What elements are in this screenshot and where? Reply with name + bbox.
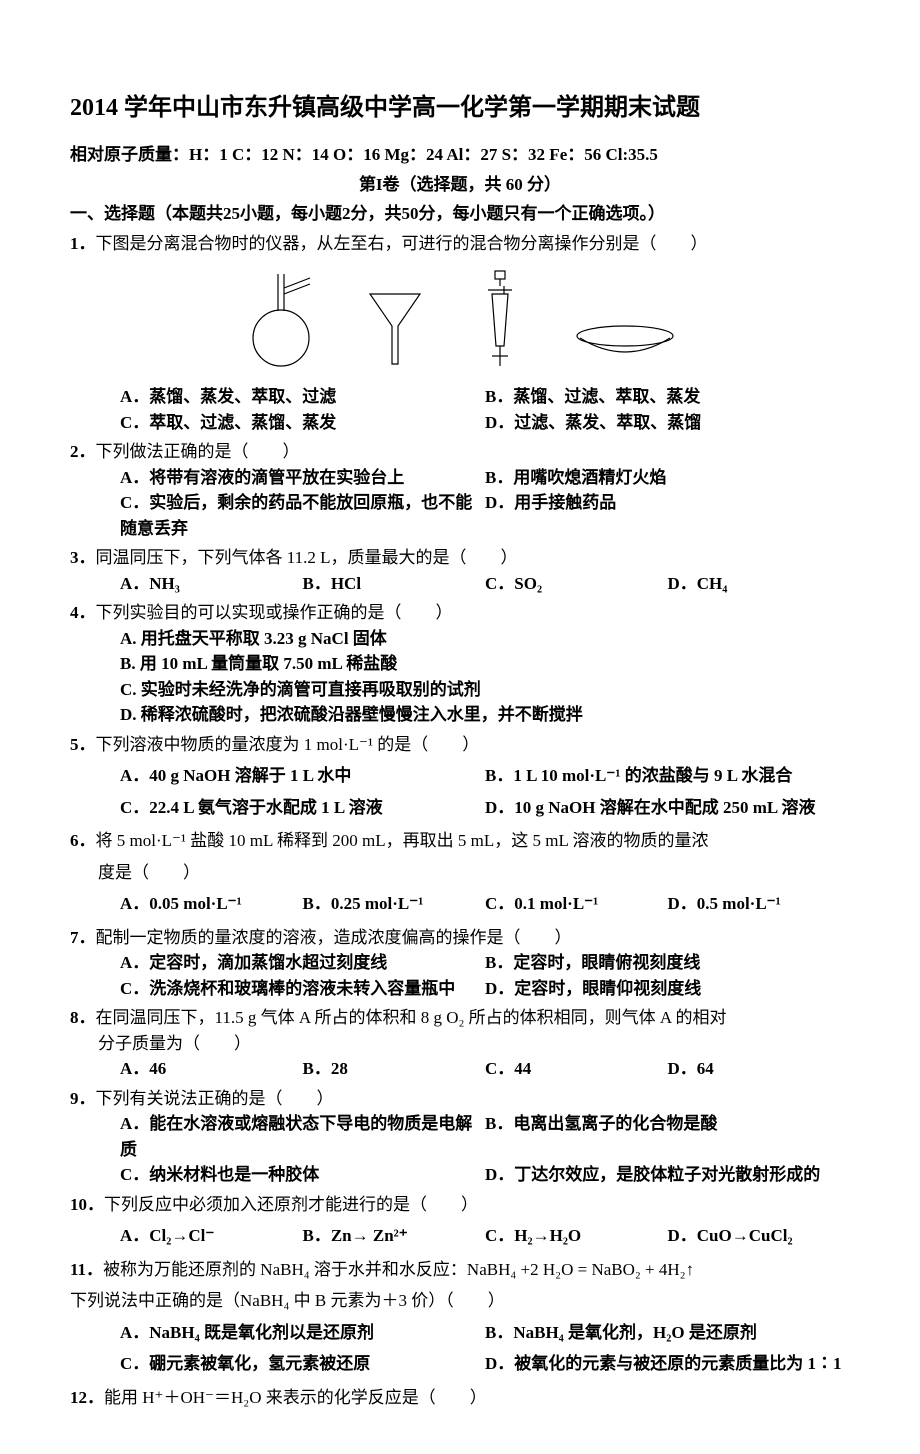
distillation-flask-icon — [240, 266, 320, 376]
q6-opt-b: B．0.25 mol·L⁻¹ — [303, 891, 486, 917]
q4-opt-b: B. 用 10 mL 量筒量取 7.50 mL 稀盐酸 — [120, 651, 850, 677]
q8-opt-b: B．28 — [303, 1056, 486, 1082]
q2-num: 2． — [70, 442, 96, 461]
q3-opt-d: D．CH₄ — [668, 571, 851, 597]
q8-text-1: 在同温同压下，11.5 g 气体 A 所占的体积和 8 g O₂ 所占的体积相同… — [96, 1008, 727, 1027]
question-12: 12．能用 H⁺＋OH⁻＝H₂O 来表示的化学反应是（ ） — [70, 1385, 850, 1411]
q6-text-2: 度是（ ） — [98, 860, 850, 886]
q5-num: 5． — [70, 735, 96, 754]
funnel-icon — [360, 266, 430, 376]
q11-opt-d: D．被氧化的元素与被还原的元素质量比为 1∶1 — [485, 1351, 850, 1377]
q8-opt-a: A．46 — [120, 1056, 303, 1082]
q12-num: 12． — [70, 1388, 104, 1407]
q5-opt-c: C．22.4 L 氨气溶于水配成 1 L 溶液 — [120, 795, 485, 821]
q2-opt-c: C．实验后，剩余的药品不能放回原瓶，也不能随意丢弃 — [120, 490, 485, 541]
q10-opt-b: B．Zn→ Zn²⁺ — [303, 1223, 486, 1249]
q5-opt-d: D．10 g NaOH 溶解在水中配成 250 mL 溶液 — [485, 795, 850, 821]
q7-opt-c: C．洗涤烧杯和玻璃棒的溶液未转入容量瓶中 — [120, 976, 485, 1002]
q9-opt-c: C．纳米材料也是一种胶体 — [120, 1162, 485, 1188]
q10-opt-a: A．Cl₂→Cl⁻ — [120, 1223, 303, 1249]
question-11: 11．被称为万能还原剂的 NaBH₄ 溶于水并和水反应：NaBH₄ +2 H₂O… — [70, 1257, 850, 1377]
q2-opt-a: A．将带有溶液的滴管平放在实验台上 — [120, 465, 485, 491]
q4-opt-d: D. 稀释浓硫酸时，把浓硫酸沿器壁慢慢注入水里，并不断搅拌 — [120, 702, 850, 728]
q11-text-2: 下列说法中正确的是（NaBH₄ 中 B 元素为＋3 价）（ ） — [70, 1288, 850, 1314]
q3-opt-c: C．SO₂ — [485, 571, 668, 597]
q6-opt-a: A．0.05 mol·L⁻¹ — [120, 891, 303, 917]
q8-num: 8． — [70, 1008, 96, 1027]
q4-opt-a: A. 用托盘天平称取 3.23 g NaCl 固体 — [120, 626, 850, 652]
q6-opt-c: C．0.1 mol·L⁻¹ — [485, 891, 668, 917]
instruction-line: 一、选择题（本题共25小题，每小题2分，共50分，每小题只有一个正确选项。） — [70, 201, 850, 227]
q7-opt-a: A．定容时，滴加蒸馏水超过刻度线 — [120, 950, 485, 976]
q12-text: 能用 H⁺＋OH⁻＝H₂O 来表示的化学反应是（ ） — [104, 1388, 487, 1407]
q10-num: 10． — [70, 1195, 104, 1214]
q1-text: 下图是分离混合物时的仪器，从左至右，可进行的混合物分离操作分别是（ ） — [96, 234, 708, 253]
q4-text: 下列实验目的可以实现或操作正确的是（ ） — [96, 603, 453, 622]
q11-text-1: 被称为万能还原剂的 NaBH₄ 溶于水并和水反应：NaBH₄ +2 H₂O = … — [103, 1260, 694, 1279]
q1-opt-a: A．蒸馏、蒸发、萃取、过滤 — [120, 384, 485, 410]
q6-opt-d: D．0.5 mol·L⁻¹ — [668, 891, 851, 917]
question-6: 6．将 5 mol·L⁻¹ 盐酸 10 mL 稀释到 200 mL，再取出 5 … — [70, 828, 850, 917]
question-7: 7．配制一定物质的量浓度的溶液，造成浓度偏高的操作是（ ） A．定容时，滴加蒸馏… — [70, 925, 850, 1002]
page-title: 2014 学年中山市东升镇高级中学高一化学第一学期期末试题 — [70, 90, 850, 126]
question-3: 3．同温同压下，下列气体各 11.2 L，质量最大的是（ ） A．NH₃ B．H… — [70, 545, 850, 596]
q5-text: 下列溶液中物质的量浓度为 1 mol·L⁻¹ 的是（ ） — [96, 735, 480, 754]
q8-opt-d: D．64 — [668, 1056, 851, 1082]
q7-num: 7． — [70, 928, 96, 947]
q4-num: 4． — [70, 603, 96, 622]
separating-funnel-icon — [470, 266, 530, 376]
q9-opt-b: B．电离出氢离子的化合物是酸 — [485, 1111, 850, 1162]
question-2: 2．下列做法正确的是（ ） A．将带有溶液的滴管平放在实验台上 B．用嘴吹熄酒精… — [70, 439, 850, 541]
q9-opt-a: A．能在水溶液或熔融状态下导电的物质是电解质 — [120, 1111, 485, 1162]
q6-text-1: 将 5 mol·L⁻¹ 盐酸 10 mL 稀释到 200 mL，再取出 5 mL… — [96, 831, 709, 850]
q11-opt-c: C．硼元素被氧化，氢元素被还原 — [120, 1351, 485, 1377]
question-5: 5．下列溶液中物质的量浓度为 1 mol·L⁻¹ 的是（ ） A．40 g Na… — [70, 732, 850, 821]
q2-opt-b: B．用嘴吹熄酒精灯火焰 — [485, 465, 850, 491]
q7-text: 配制一定物质的量浓度的溶液，造成浓度偏高的操作是（ ） — [96, 928, 572, 947]
q9-text: 下列有关说法正确的是（ ） — [96, 1089, 334, 1108]
q9-opt-d: D．丁达尔效应，是胶体粒子对光散射形成的 — [485, 1162, 850, 1188]
q8-text-2: 分子质量为（ ） — [98, 1031, 850, 1057]
q3-num: 3． — [70, 548, 96, 567]
q3-text: 同温同压下，下列气体各 11.2 L，质量最大的是（ ） — [96, 548, 518, 567]
q1-opt-c: C．萃取、过滤、蒸馏、蒸发 — [120, 410, 485, 436]
q10-text: 下列反应中必须加入还原剂才能进行的是（ ） — [104, 1195, 478, 1214]
q11-num: 11． — [70, 1260, 103, 1279]
atomic-mass-line: 相对原子质量：H：1 C：12 N：14 O：16 Mg：24 Al：27 S：… — [70, 142, 850, 168]
q1-opt-d: D．过滤、蒸发、萃取、蒸馏 — [485, 410, 850, 436]
q10-opt-c: C．H₂→H₂O — [485, 1223, 668, 1249]
question-8: 8．在同温同压下，11.5 g 气体 A 所占的体积和 8 g O₂ 所占的体积… — [70, 1005, 850, 1082]
q2-opt-d: D．用手接触药品 — [485, 490, 850, 541]
question-4: 4．下列实验目的可以实现或操作正确的是（ ） A. 用托盘天平称取 3.23 g… — [70, 600, 850, 728]
question-9: 9．下列有关说法正确的是（ ） A．能在水溶液或熔融状态下导电的物质是电解质 B… — [70, 1086, 850, 1188]
q2-text: 下列做法正确的是（ ） — [96, 442, 300, 461]
question-10: 10．下列反应中必须加入还原剂才能进行的是（ ） A．Cl₂→Cl⁻ B．Zn→… — [70, 1192, 850, 1249]
q8-opt-c: C．44 — [485, 1056, 668, 1082]
q9-num: 9． — [70, 1089, 96, 1108]
question-1: 1．下图是分离混合物时的仪器，从左至右，可进行的混合物分离操作分别是（ ） A．… — [70, 231, 850, 436]
q5-opt-a: A．40 g NaOH 溶解于 1 L 水中 — [120, 763, 485, 789]
q5-opt-b: B．1 L 10 mol·L⁻¹ 的浓盐酸与 9 L 水混合 — [485, 763, 850, 789]
q3-opt-b: B．HCl — [303, 571, 486, 597]
section-header: 第I卷（选择题，共 60 分） — [70, 172, 850, 198]
q1-num: 1． — [70, 234, 96, 253]
q6-num: 6． — [70, 831, 96, 850]
q1-diagrams — [70, 266, 850, 376]
q11-opt-b: B．NaBH₄ 是氧化剂，H₂O 是还原剂 — [485, 1320, 850, 1346]
q1-opt-b: B．蒸馏、过滤、萃取、蒸发 — [485, 384, 850, 410]
q10-opt-d: D．CuO→CuCl₂ — [668, 1223, 851, 1249]
q7-opt-b: B．定容时，眼睛俯视刻度线 — [485, 950, 850, 976]
evaporating-dish-icon — [570, 266, 680, 376]
q4-opt-c: C. 实验时未经洗净的滴管可直接再吸取别的试剂 — [120, 677, 850, 703]
q11-opt-a: A．NaBH₄ 既是氧化剂以是还原剂 — [120, 1320, 485, 1346]
q3-opt-a: A．NH₃ — [120, 571, 303, 597]
q7-opt-d: D．定容时，眼睛仰视刻度线 — [485, 976, 850, 1002]
